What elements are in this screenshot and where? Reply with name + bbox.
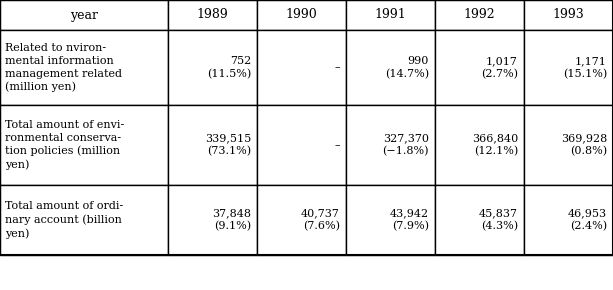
Text: 37,848
(9.1%): 37,848 (9.1%) (212, 209, 251, 232)
Text: 990
(14.7%): 990 (14.7%) (385, 56, 429, 79)
Text: 1992: 1992 (463, 8, 495, 21)
Bar (346, 0, 435, 30)
Bar (257, 30, 346, 105)
Text: 40,737
(7.6%): 40,737 (7.6%) (301, 209, 340, 232)
Bar (524, 105, 613, 185)
Bar (435, 30, 524, 105)
Text: 1993: 1993 (553, 8, 584, 21)
Bar (0, 30, 168, 105)
Text: –: – (334, 140, 340, 150)
Bar (0, 185, 168, 255)
Bar (168, 0, 257, 30)
Bar (257, 185, 346, 255)
Text: 752
(11.5%): 752 (11.5%) (207, 56, 251, 79)
Bar (168, 105, 257, 185)
Bar (524, 0, 613, 30)
Text: 1989: 1989 (197, 8, 229, 21)
Text: 43,942
(7.9%): 43,942 (7.9%) (390, 209, 429, 232)
Text: 46,953
(2.4%): 46,953 (2.4%) (568, 209, 607, 232)
Text: 1,171
(15.1%): 1,171 (15.1%) (563, 56, 607, 79)
Text: 1,017
(2.7%): 1,017 (2.7%) (481, 56, 518, 79)
Bar (0, 0, 613, 255)
Text: 369,928
(0.8%): 369,928 (0.8%) (561, 133, 607, 157)
Bar (0, 0, 168, 30)
Bar (435, 0, 524, 30)
Text: –: – (334, 63, 340, 72)
Text: Related to nviron-
mental information
management related
(million yen): Related to nviron- mental information ma… (5, 43, 122, 92)
Text: 1991: 1991 (375, 8, 406, 21)
Bar (435, 105, 524, 185)
Text: 366,840
(12.1%): 366,840 (12.1%) (472, 133, 518, 157)
Text: 327,370
(−1.8%): 327,370 (−1.8%) (383, 133, 429, 157)
Text: 45,837
(4.3%): 45,837 (4.3%) (479, 209, 518, 232)
Text: 1990: 1990 (286, 8, 318, 21)
Bar (435, 185, 524, 255)
Bar (346, 185, 435, 255)
Text: year: year (70, 8, 98, 21)
Bar (524, 185, 613, 255)
Bar (346, 30, 435, 105)
Bar (168, 30, 257, 105)
Text: 339,515
(73.1%): 339,515 (73.1%) (205, 133, 251, 157)
Text: Total amount of ordi-
nary account (billion
yen): Total amount of ordi- nary account (bill… (5, 202, 123, 239)
Bar (0, 105, 168, 185)
Bar (257, 105, 346, 185)
Bar (257, 0, 346, 30)
Bar (346, 105, 435, 185)
Bar (168, 185, 257, 255)
Text: Total amount of envi-
ronmental conserva-
tion policies (million
yen): Total amount of envi- ronmental conserva… (5, 120, 124, 170)
Bar (524, 30, 613, 105)
